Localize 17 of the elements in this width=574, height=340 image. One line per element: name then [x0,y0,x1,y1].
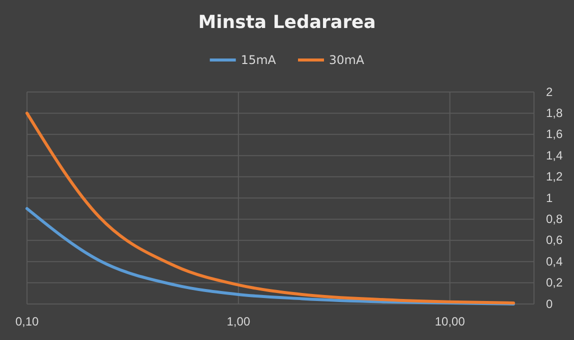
y-tick-label: 0,6 [546,233,564,248]
x-tick-label: 0,10 [15,314,39,329]
y-tick-label: 1,8 [546,106,564,120]
legend-label: 15mA [240,53,277,67]
y-tick-label: 1,6 [546,127,564,142]
y-tick-label: 0 [546,296,553,311]
chart-title: Minsta Ledararea [198,12,376,33]
y-tick-label: 1,2 [546,170,564,184]
x-tick-label: 1,00 [226,314,250,329]
y-tick-label: 1 [546,190,553,205]
y-tick-label: 2 [546,84,553,99]
legend-label: 30mA [329,53,365,67]
y-tick-label: 0,8 [546,212,564,226]
y-tick-label: 0,2 [546,276,564,290]
y-tick-label: 0,4 [546,254,564,268]
y-tick-label: 1,4 [546,148,564,162]
x-tick-label: 10,00 [434,314,466,329]
